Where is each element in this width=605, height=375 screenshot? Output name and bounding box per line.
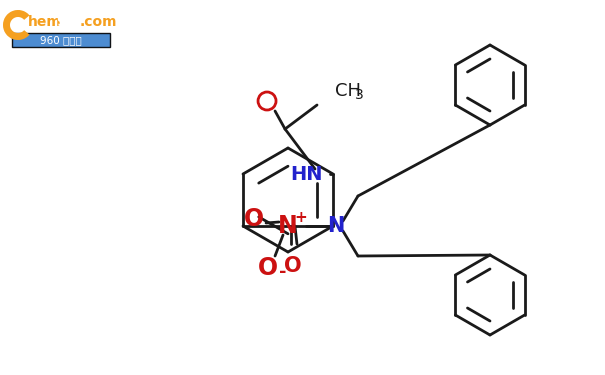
Text: .com: .com [80, 15, 117, 29]
Text: HN: HN [290, 165, 323, 183]
Text: +: + [295, 210, 307, 225]
Text: N: N [278, 214, 298, 238]
Circle shape [258, 92, 276, 110]
Text: hem: hem [28, 15, 62, 29]
Text: 3: 3 [355, 88, 364, 102]
Text: O: O [258, 256, 278, 280]
FancyBboxPatch shape [12, 33, 110, 47]
Text: O: O [244, 207, 264, 231]
Text: 960 化工网: 960 化工网 [40, 35, 82, 45]
Text: 960: 960 [56, 15, 85, 29]
Text: CH: CH [335, 82, 361, 100]
Text: O: O [284, 256, 302, 276]
Text: -: - [280, 263, 287, 281]
Wedge shape [3, 10, 30, 40]
Text: N: N [327, 216, 345, 236]
